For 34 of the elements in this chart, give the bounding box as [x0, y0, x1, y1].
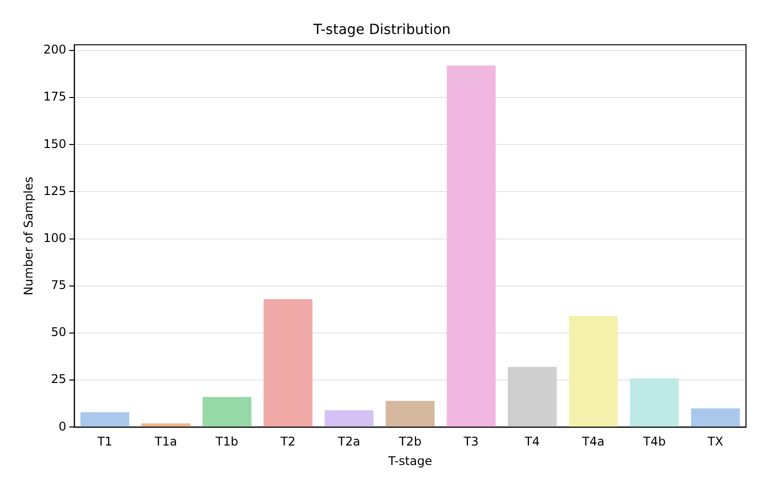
x-tick-label: TX: [706, 434, 724, 449]
bar: [202, 397, 252, 427]
y-tick-label: 25: [51, 372, 66, 386]
x-tick-label: T1a: [154, 434, 178, 449]
bar: [141, 423, 190, 427]
y-tick-label: 100: [43, 230, 66, 245]
y-tick-label: 0: [58, 419, 66, 434]
y-axis-title: Number of Samples: [21, 176, 36, 296]
x-tick-label: T4: [524, 434, 540, 449]
bar: [568, 316, 618, 427]
bar: [446, 66, 496, 427]
x-tick-label: T2a: [336, 434, 360, 449]
x-tick-label: T4b: [642, 434, 666, 449]
y-tick-label: 50: [51, 325, 66, 340]
y-tick-label: 75: [51, 278, 66, 292]
x-axis-title: T-stage: [387, 454, 432, 468]
bar: [80, 412, 130, 427]
bar: [630, 378, 679, 427]
x-tick-label: T2: [280, 434, 296, 449]
x-tick-label: T1b: [214, 434, 238, 449]
chart-title: T-stage Distribution: [312, 22, 451, 38]
bar: [386, 400, 435, 427]
bar: [264, 299, 312, 427]
bar: [508, 366, 557, 427]
x-tick-label: T2b: [398, 434, 422, 449]
bar: [691, 408, 740, 427]
y-tick-label: 175: [43, 90, 66, 104]
y-tick-label: 150: [43, 136, 66, 151]
x-tick-label: T1: [96, 434, 112, 449]
x-tick-label: T4a: [581, 434, 605, 449]
x-tick-label: T3: [462, 434, 479, 449]
y-tick-label: 200: [43, 42, 66, 57]
y-tick-label: 125: [43, 184, 66, 198]
bar: [324, 410, 374, 427]
